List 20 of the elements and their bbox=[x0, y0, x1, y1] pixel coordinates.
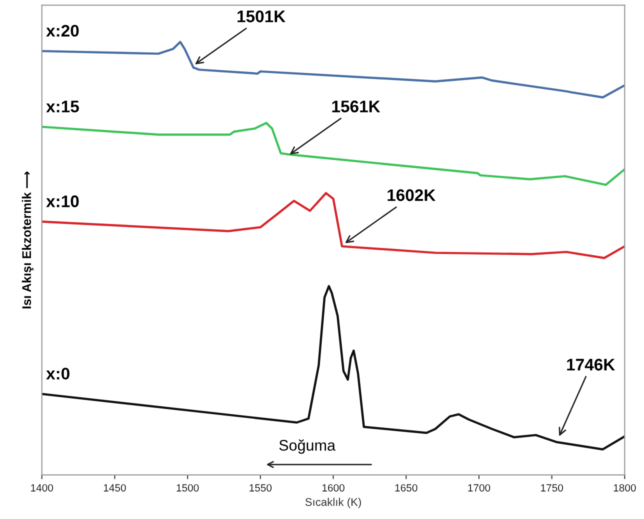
series-label: x:20 bbox=[46, 24, 79, 37]
x-tick-label: 1800 bbox=[614, 484, 636, 492]
x-tick-label: 1700 bbox=[468, 484, 490, 492]
x-tick-label: 1550 bbox=[250, 484, 272, 492]
annotation: 1561K bbox=[332, 100, 380, 112]
annotation: 1501K bbox=[238, 10, 286, 22]
series-label: x:15 bbox=[46, 100, 79, 112]
annotation: 1746K bbox=[567, 358, 616, 371]
x-tick-label: 1450 bbox=[104, 484, 126, 492]
x-axis-title: Sıcaklık (K) bbox=[305, 498, 361, 508]
series-label: x:10 bbox=[46, 195, 79, 208]
x-tick-label: 1400 bbox=[31, 484, 54, 492]
series-label: x:0 bbox=[46, 368, 70, 380]
x-tick-label: 1500 bbox=[176, 484, 199, 492]
x-tick-label: 1650 bbox=[395, 484, 418, 492]
annotation: 1602K bbox=[388, 189, 436, 202]
annotation: Soğuma bbox=[279, 439, 336, 454]
y-axis-title: Isı Akışı Ekzotermik ⟶ bbox=[22, 171, 34, 308]
x-tick-label: 1600 bbox=[322, 484, 344, 492]
x-tick-label: 1750 bbox=[541, 484, 564, 492]
